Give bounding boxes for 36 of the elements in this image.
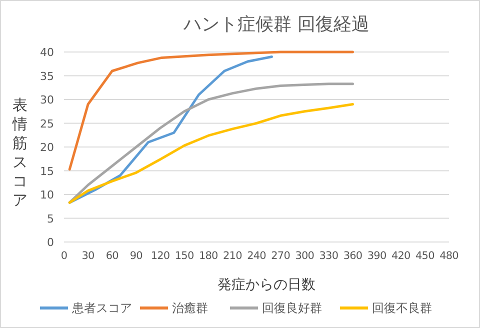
y-tick-label: 25 (40, 117, 54, 130)
y-tick-label: 40 (40, 46, 54, 59)
x-tick-label: 480 (440, 250, 458, 262)
x-tick-label: 0 (60, 250, 68, 262)
x-tick-label: 420 (391, 250, 410, 262)
x-tick-label: 150 (174, 250, 194, 262)
x-tick-label: 60 (106, 250, 118, 262)
x-tick-label: 30 (82, 250, 94, 262)
x-tick-label: 360 (343, 250, 362, 262)
legend-label: 回復良好群 (262, 301, 322, 315)
x-tick-label: 240 (247, 250, 266, 262)
y-axis-title: 表情筋スコア (12, 96, 28, 209)
legend-label: 治癒群 (172, 301, 208, 315)
x-tick-label: 270 (271, 250, 290, 262)
y-tick-label: 35 (40, 70, 54, 83)
legend-label: 患者スコア (71, 301, 132, 315)
x-tick-label: 450 (416, 250, 434, 262)
y-tick-label: 15 (40, 164, 54, 178)
line-series (68, 50, 354, 171)
legend-label: 回復不良群 (372, 301, 432, 315)
x-tick-label: 210 (223, 250, 242, 262)
x-tick-label: 390 (367, 250, 386, 262)
y-tick-label: 10 (40, 188, 54, 202)
line-series (68, 82, 354, 204)
y-tick-label: 0 (47, 236, 54, 249)
x-tick-label: 120 (150, 250, 170, 262)
y-tick-label: 20 (40, 141, 54, 154)
x-tick-label: 330 (319, 250, 338, 262)
x-tick-label: 300 (295, 250, 314, 262)
chart-title: ハント症候群 回復経過 (182, 14, 370, 35)
x-tick-label: 90 (130, 250, 142, 262)
y-tick-label: 30 (40, 94, 54, 106)
line-series (68, 103, 354, 204)
y-tick-label: 5 (47, 212, 54, 226)
x-tick-label: 180 (198, 250, 218, 262)
x-axis-title: 発症からの日数 (218, 277, 316, 293)
